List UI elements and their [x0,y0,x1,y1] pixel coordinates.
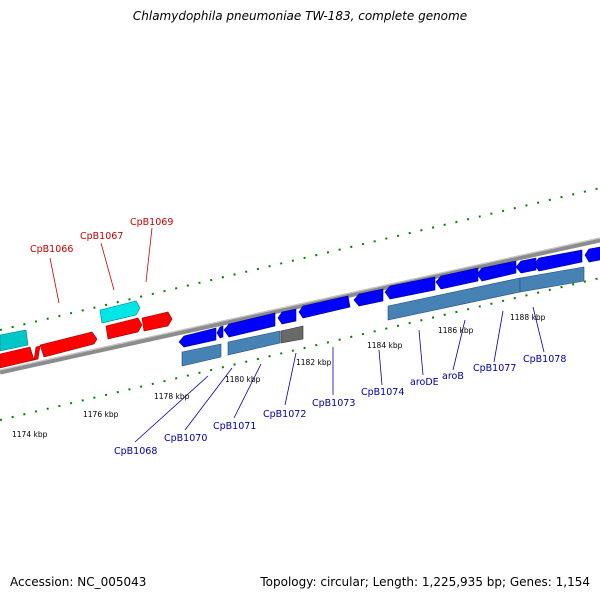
gene-cyan-CpB1067[interactable] [99,300,141,324]
gene-blue-aroDE[interactable] [435,267,479,290]
kbp-1174: 1174 kbp [12,430,48,439]
gene-blue-CpB1071[interactable] [277,308,297,325]
forward-genes [0,300,173,369]
gene-red-2[interactable] [33,345,41,361]
gene-gray-CpB1071[interactable] [280,325,304,344]
leader-CpB1078 [532,306,545,353]
label-aroDE[interactable]: aroDE [410,377,439,388]
leader-CpB1068 [134,375,209,443]
leader-aroB [452,319,466,371]
accession-text: Accession: NC_005043 [10,575,147,589]
leader-CpB1077 [493,310,504,363]
label-aroB[interactable]: aroB [442,371,464,382]
reverse-gene-labels: CpB1068 CpB1070 CpB1071 CpB1072 CpB1073 … [114,354,566,457]
leader-CpB1069 [145,227,153,283]
leader-CpB1066 [49,257,60,304]
genome-backbone [0,237,600,375]
leader-CpB1074 [378,349,383,386]
kbp-labels: 1174 kbp 1176 kbp 1178 kbp 1180 kbp 1182… [12,313,546,439]
gene-blue-small[interactable] [216,325,224,339]
forward-gene-labels: CpB1066 CpB1067 CpB1069 [30,217,173,255]
reverse-ruler [0,277,600,421]
kbp-1184: 1184 kbp [367,341,403,350]
gene-blue-CpB1074[interactable] [384,276,436,300]
genome-summary-text: Topology: circular; Length: 1,225,935 bp… [260,575,590,589]
gene-steel-right[interactable] [519,266,585,293]
map-title: Chlamydophila pneumoniae TW-183, complet… [132,9,468,23]
gene-blue-CpB1068[interactable] [178,327,217,348]
kbp-1178: 1178 kbp [154,392,190,401]
gene-blue-CpB1078[interactable] [533,249,583,272]
label-CpB1071[interactable]: CpB1071 [213,421,256,432]
leader-CpB1067 [100,242,115,291]
label-CpB1078[interactable]: CpB1078 [523,354,566,365]
kbp-1188: 1188 kbp [510,313,546,322]
label-CpB1072[interactable]: CpB1072 [263,409,306,420]
gene-blue-CpB1070[interactable] [223,312,276,338]
gene-red-CpB1069[interactable] [141,311,173,332]
kbp-1182: 1182 kbp [296,358,332,367]
gene-red-CpB1067[interactable] [105,317,143,340]
label-CpB1069[interactable]: CpB1069 [130,217,173,228]
leader-aroDE [418,329,424,376]
kbp-1180: 1180 kbp [225,375,261,384]
gene-cyan-left[interactable] [0,329,29,352]
backbone-line [0,237,600,375]
label-CpB1067[interactable]: CpB1067 [80,231,123,242]
label-CpB1074[interactable]: CpB1074 [361,387,404,398]
gene-steel-CpB1070[interactable] [227,330,281,356]
label-CpB1068[interactable]: CpB1068 [114,446,157,457]
gene-blue-CpB1077[interactable] [515,257,537,274]
label-CpB1066[interactable]: CpB1066 [30,244,73,255]
gene-blue-edge[interactable] [584,246,600,263]
backbone-highlight [0,237,600,371]
leader-CpB1070 [184,367,233,431]
gene-blue-CpB1073[interactable] [353,288,384,307]
label-CpB1070[interactable]: CpB1070 [164,433,207,444]
reverse-genes [178,246,600,367]
gene-red-3[interactable] [39,331,98,358]
leader-CpB1072 [284,352,297,406]
label-CpB1073[interactable]: CpB1073 [312,398,355,409]
gene-blue-aroB[interactable] [476,260,517,282]
gene-blue-CpB1072[interactable] [298,295,351,319]
kbp-1176: 1176 kbp [83,410,119,419]
gene-steel-CpB1068[interactable] [181,343,222,367]
kbp-1186: 1186 kbp [438,326,474,335]
reverse-ruler-line [0,277,600,421]
label-leaders [49,227,545,443]
leader-CpB1071 [233,363,262,419]
label-CpB1077[interactable]: CpB1077 [473,363,516,374]
